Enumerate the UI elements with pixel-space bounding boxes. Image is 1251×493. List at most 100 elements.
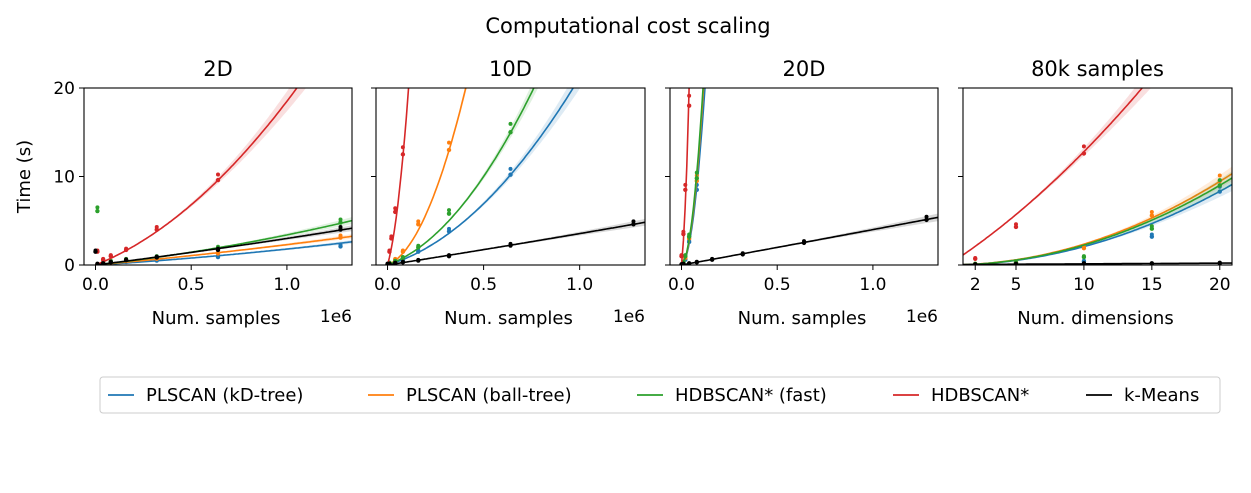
data-point-hdb bbox=[108, 253, 113, 258]
y-axis-label: Time (s) bbox=[14, 140, 35, 214]
data-point-hdb bbox=[215, 177, 221, 183]
x-tick-label: 0.0 bbox=[668, 275, 695, 295]
data-point-kd bbox=[447, 226, 452, 231]
data-point-km bbox=[973, 262, 978, 265]
data-point-fast bbox=[1217, 183, 1222, 188]
data-point-km bbox=[101, 261, 106, 265]
data-point-fast bbox=[508, 130, 513, 135]
data-point-hdb bbox=[1013, 222, 1018, 227]
y-tick-label: 10 bbox=[53, 168, 75, 188]
chart-panel-1: 2D 0.0 0.5 1.0 0 10 20 Num. samples 1e6 Time (s) bbox=[14, 57, 353, 329]
data-point-km bbox=[400, 259, 405, 264]
x-offset-label: 1e6 bbox=[906, 307, 938, 327]
axes-frame bbox=[83, 87, 353, 266]
data-point-ball bbox=[1149, 210, 1154, 215]
data-point-ball bbox=[338, 233, 343, 238]
axes-frame bbox=[962, 87, 1233, 266]
x-axis-label: Num. samples bbox=[152, 308, 281, 329]
fit-band-ball bbox=[387, 88, 467, 265]
fit-line-km bbox=[387, 221, 645, 265]
data-point-km bbox=[924, 217, 929, 223]
data-point-hdb bbox=[101, 256, 106, 261]
data-point-km bbox=[631, 222, 636, 227]
data-point-hdb bbox=[679, 253, 684, 258]
data-point-hdb bbox=[686, 103, 692, 108]
panel-title: 20D bbox=[783, 57, 826, 81]
data-point-km bbox=[108, 259, 113, 264]
y-tick-label: 0 bbox=[64, 256, 75, 276]
fit-line-hdb bbox=[963, 88, 1144, 256]
x-tick-label: 5 bbox=[1011, 275, 1022, 295]
data-point-fast bbox=[447, 208, 452, 213]
data-point-km bbox=[1081, 261, 1086, 265]
x-tick-label: 0.0 bbox=[82, 275, 109, 295]
fit-line-kd bbox=[95, 241, 352, 265]
plot-area bbox=[385, 88, 645, 265]
fit-band-hdb bbox=[95, 88, 306, 265]
data-point-ball bbox=[416, 219, 421, 224]
data-point-km bbox=[447, 253, 452, 258]
data-point-kd bbox=[1149, 232, 1154, 237]
data-point-kd bbox=[1217, 189, 1222, 194]
data-point-km bbox=[216, 246, 220, 251]
data-point-fast bbox=[400, 255, 405, 260]
data-point-fast bbox=[338, 217, 343, 222]
data-point-hdb bbox=[687, 93, 692, 98]
fit-line-ball bbox=[387, 88, 467, 265]
data-point-km bbox=[924, 214, 929, 219]
data-point-km bbox=[687, 261, 692, 265]
plot-area bbox=[93, 88, 352, 265]
data-point-hdb bbox=[387, 248, 392, 253]
fit-line-hdb bbox=[387, 88, 410, 265]
fit-line-kd bbox=[387, 88, 575, 265]
fit-band-hdb bbox=[387, 88, 409, 265]
x-tick-label: 0.0 bbox=[374, 275, 401, 295]
panel-title: 80k samples bbox=[1031, 57, 1164, 81]
fit-band-kd bbox=[387, 88, 581, 265]
legend-label-kd: PLSCAN (kD-tree) bbox=[146, 385, 303, 406]
data-point-kd bbox=[508, 172, 513, 177]
x-tick-label: 15 bbox=[1141, 275, 1163, 295]
x-tick-label: 0.5 bbox=[470, 275, 497, 295]
data-point-fast bbox=[508, 121, 513, 126]
data-point-km bbox=[387, 261, 392, 265]
data-point-km bbox=[694, 259, 699, 264]
x-axis-label: Num. samples bbox=[444, 308, 573, 329]
fit-band-fast bbox=[963, 171, 1232, 265]
data-point-fast bbox=[1217, 178, 1222, 183]
x-tick-label: 20 bbox=[1209, 275, 1231, 295]
data-point-km bbox=[740, 251, 745, 256]
data-point-hdb bbox=[973, 255, 978, 260]
x-tick-label: 1.0 bbox=[859, 275, 886, 295]
legend-label-fast: HDBSCAN* (fast) bbox=[675, 385, 827, 406]
legend: PLSCAN (kD-tree) PLSCAN (ball-tree) HDBSCA… bbox=[99, 376, 1221, 414]
fit-band-hdb bbox=[963, 88, 1152, 255]
data-point-ball bbox=[1149, 213, 1155, 218]
x-tick-label: 0.5 bbox=[178, 275, 205, 295]
data-point-fast bbox=[694, 170, 699, 175]
data-point-km bbox=[631, 219, 636, 224]
fit-line-fast bbox=[963, 177, 1232, 265]
data-point-km bbox=[508, 241, 513, 246]
fit-band-fast bbox=[387, 88, 539, 265]
data-point-kd bbox=[338, 242, 343, 247]
chart-panels: 2D 0.0 0.5 1.0 0 10 20 Num. samples 1e6 Time (s) 1… bbox=[14, 57, 1233, 329]
axes-frame bbox=[669, 87, 939, 266]
figure-title: Computational cost scaling bbox=[485, 14, 770, 38]
chart-panel-4: 80k samples 2 5 10 15 20 Num. dimensions bbox=[958, 57, 1233, 329]
data-point-km bbox=[124, 257, 129, 262]
data-point-hdb bbox=[393, 209, 398, 215]
data-point-hdb bbox=[400, 145, 405, 150]
data-point-ball bbox=[447, 140, 452, 145]
legend-label-ball: PLSCAN (ball-tree) bbox=[406, 385, 572, 406]
data-point-km bbox=[1217, 260, 1222, 265]
data-point-km bbox=[1013, 261, 1018, 265]
data-point-km bbox=[416, 257, 421, 262]
data-point-ball bbox=[1217, 173, 1222, 178]
data-point-hdb bbox=[393, 206, 398, 211]
data-point-kd bbox=[508, 166, 513, 171]
data-point-fast bbox=[687, 232, 692, 237]
data-point-fast bbox=[95, 205, 100, 210]
fit-line-km bbox=[681, 216, 938, 265]
data-point-fast bbox=[1081, 254, 1086, 259]
